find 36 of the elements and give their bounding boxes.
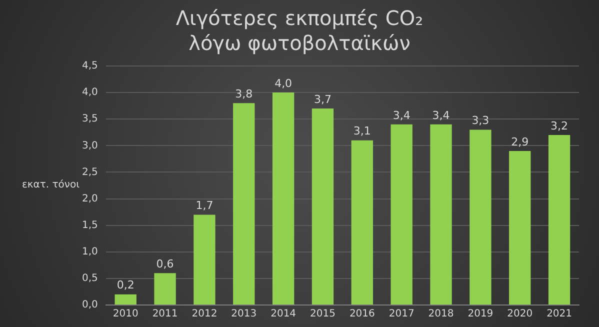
data-label: 3,4 (432, 108, 450, 122)
data-label: 3,8 (235, 88, 253, 101)
y-tick-label: 3,0 (82, 140, 98, 152)
x-tick-label: 2017 (388, 308, 414, 320)
y-tick-label: 3,5 (82, 114, 98, 125)
x-tick-label: 2011 (152, 308, 178, 320)
data-label: 3,1 (353, 124, 371, 138)
x-tick-label: 2014 (270, 308, 296, 320)
x-tick-label: 2016 (349, 308, 375, 320)
x-tick-label: 2019 (468, 308, 494, 320)
y-axis-title: εκατ. τόνοι (22, 180, 80, 191)
x-tick-label: 2015 (310, 308, 336, 320)
y-tick-label: 1,5 (82, 220, 98, 231)
y-tick-label: 2,0 (82, 193, 98, 204)
y-tick-label: 0,5 (82, 273, 98, 284)
data-label: 3,7 (314, 92, 332, 106)
data-label: 2,9 (511, 135, 529, 148)
y-tick-label: 2,5 (82, 166, 98, 178)
x-tick-label: 2018 (428, 308, 454, 320)
y-tick-label: 4,0 (82, 87, 98, 98)
data-label: 1,7 (196, 199, 214, 212)
x-tick-label: 2020 (507, 308, 533, 320)
y-tick-label: 4,5 (82, 60, 98, 72)
data-label: 3,2 (550, 119, 568, 132)
x-tick-label: 2021 (546, 308, 572, 320)
x-tick-label: 2013 (231, 308, 257, 320)
x-tick-label: 2012 (192, 308, 218, 320)
y-tick-label: 0,0 (82, 300, 98, 311)
y-tick-label: 1,0 (82, 246, 98, 258)
data-label: 0,2 (116, 278, 134, 292)
data-label: 0,6 (156, 257, 174, 270)
chart-title: Λιγότερες εκπομπές CO₂ λόγω φωτοβολταϊκών (176, 6, 424, 56)
data-label: 4,0 (274, 76, 292, 90)
data-label: 3,3 (472, 114, 490, 128)
data-label: 3,4 (392, 108, 410, 122)
x-tick-label: 2010 (112, 308, 138, 320)
